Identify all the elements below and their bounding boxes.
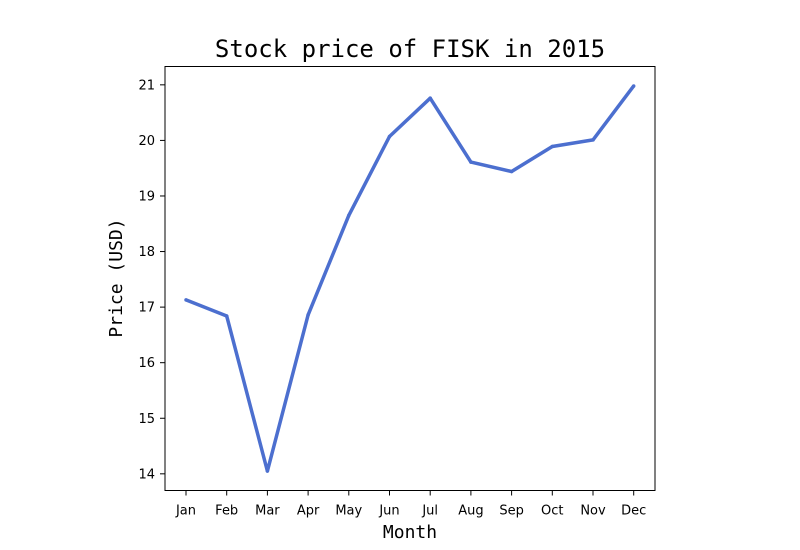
data-point <box>347 213 351 218</box>
data-point <box>550 144 555 149</box>
data-point <box>306 313 310 317</box>
data-point <box>469 160 473 164</box>
data-point <box>387 134 392 139</box>
y-tick-label: 21 <box>138 78 155 93</box>
y-axis-label: Price (USD) <box>106 218 127 337</box>
data-point <box>184 298 188 302</box>
data-point <box>224 314 229 318</box>
y-axis: 14 15 16 17 18 19 20 21 <box>138 78 165 482</box>
y-tick-label: 16 <box>138 356 155 371</box>
x-tick-label: Feb <box>215 504 238 519</box>
y-tick-label: 19 <box>138 189 155 204</box>
price-line <box>185 84 636 473</box>
x-tick-label: Jul <box>421 504 438 519</box>
x-tick-label: Nov <box>580 504 606 519</box>
x-tick-label: Sep <box>499 504 524 519</box>
y-tick-label: 20 <box>138 134 155 149</box>
data-point <box>428 96 432 100</box>
plot-frame <box>164 66 656 491</box>
data-point <box>265 469 270 473</box>
y-tick-label: 14 <box>138 467 155 482</box>
x-axis-label: Month <box>383 522 437 543</box>
x-tick-label: Jun <box>378 504 399 519</box>
data-point <box>509 169 514 174</box>
y-tick-label: 18 <box>138 245 155 260</box>
x-tick-label: Mar <box>255 504 280 519</box>
x-tick-label: Aug <box>458 504 483 519</box>
data-point <box>591 138 595 142</box>
x-tick-label: Dec <box>621 504 646 519</box>
chart-title: Stock price of FISK in 2015 <box>215 35 605 63</box>
x-axis: Jan Feb Mar Apr May Jun Jul Aug Sep Oct Nov Dec <box>175 490 646 519</box>
x-tick-label: Oct <box>541 504 563 519</box>
data-point <box>631 84 636 88</box>
x-tick-label: May <box>335 504 362 519</box>
y-tick-label: 17 <box>138 301 155 316</box>
x-tick-label: Apr <box>297 504 320 519</box>
x-tick-label: Jan <box>175 504 196 519</box>
y-tick-label: 15 <box>138 412 155 427</box>
